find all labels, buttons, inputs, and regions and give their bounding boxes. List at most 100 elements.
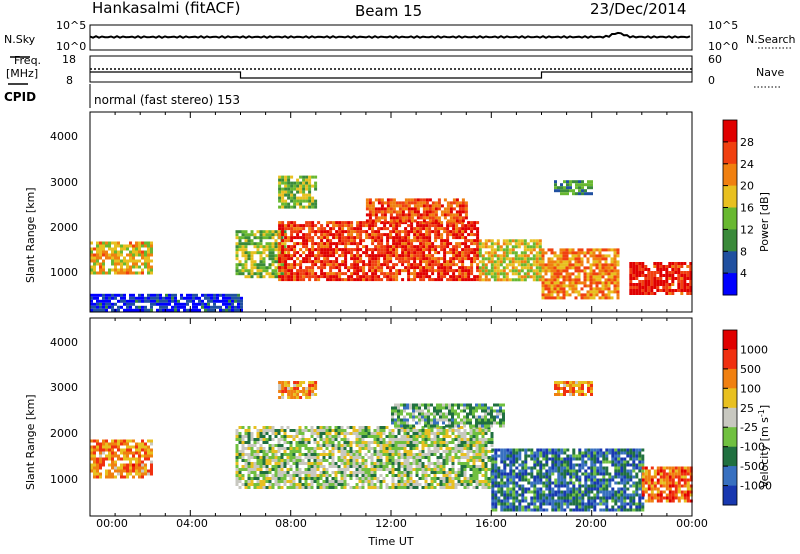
power-heat-cell: [647, 274, 651, 277]
power-heat-cell: [105, 271, 108, 275]
power-heat-cell: [452, 201, 456, 205]
power-heat-cell: [392, 210, 396, 214]
vel-heat-cell: [346, 426, 350, 429]
vel-heat-cell: [418, 429, 422, 432]
vel-heat-cell: [250, 450, 254, 453]
vel-heat-cell: [343, 456, 347, 459]
vel-heat-cell: [421, 429, 425, 432]
power-heat-cell: [371, 278, 375, 282]
power-heat-cell: [287, 193, 291, 197]
power-heat-cell: [332, 221, 336, 225]
power-heat-cell: [359, 260, 363, 264]
power-heat-cell: [138, 244, 141, 248]
vel-heat-cell: [138, 457, 141, 461]
power-heat-cell: [262, 236, 266, 240]
power-heat-cell: [329, 275, 333, 279]
power-heat-cell: [443, 242, 447, 246]
vel-heat-cell: [424, 438, 428, 441]
power-heat-cell: [338, 248, 342, 252]
power-heat-cell: [281, 260, 285, 264]
power-heat-cell: [204, 302, 207, 306]
power-heat-cell: [553, 296, 557, 300]
power-heat-cell: [395, 230, 399, 234]
vel-heat-cell: [469, 477, 473, 480]
power-heat-cell: [259, 245, 263, 249]
power-heat-cell: [383, 233, 387, 237]
vel-heat-cell: [494, 499, 498, 503]
power-heat-cell: [287, 221, 291, 225]
power-heat-cell: [598, 263, 602, 267]
vel-heat-cell: [138, 448, 141, 452]
power-heat-cell: [395, 242, 399, 246]
power-heat-cell: [305, 257, 309, 261]
power-heat-cell: [183, 302, 186, 306]
vel-heat-cell: [421, 471, 425, 474]
vel-heat-cell: [256, 435, 260, 438]
power-heat-cell: [428, 242, 432, 246]
power-heat-cell: [481, 269, 485, 273]
vel-heat-cell: [370, 471, 374, 474]
power-heat-cell: [296, 263, 300, 267]
power-heat-cell: [428, 275, 432, 279]
power-heat-cell: [117, 299, 120, 303]
power-heat-cell: [259, 257, 263, 261]
vel-heat-cell: [406, 406, 409, 410]
power-heat-cell: [449, 201, 453, 205]
power-heat-cell: [632, 262, 636, 265]
vel-heat-cell: [310, 456, 314, 459]
power-heat-cell: [311, 236, 315, 240]
power-heat-cell: [147, 253, 150, 257]
power-heat-cell: [434, 207, 438, 211]
vel-heat-cell: [126, 472, 129, 476]
power-heat-cell: [458, 227, 462, 231]
power-heat-cell: [601, 284, 605, 288]
power-heat-cell: [371, 242, 375, 246]
power-heat-cell: [526, 260, 530, 264]
power-heat-cell: [541, 260, 545, 264]
power-heat-cell: [153, 299, 156, 303]
power-heat-cell: [198, 296, 201, 300]
power-heat-cell: [419, 266, 423, 270]
vel-heat-cell: [126, 442, 129, 446]
vel-heat-cell: [379, 438, 383, 441]
power-heat-cell: [686, 283, 690, 286]
power-heat-cell: [470, 233, 474, 237]
vel-heat-cell: [367, 468, 371, 471]
power-heat-cell: [517, 260, 521, 264]
power-heat-cell: [586, 296, 590, 300]
power-heat-cell: [368, 204, 372, 208]
vel-heat-cell: [500, 499, 504, 503]
power-heat-cell: [135, 247, 138, 251]
vel-heat-cell: [509, 493, 513, 497]
vel-heat-cell: [93, 445, 96, 449]
power-heat-cell: [253, 266, 257, 270]
power-heat-cell: [305, 266, 309, 270]
vel-heat-cell: [412, 444, 416, 447]
power-heat-cell: [296, 236, 300, 240]
vel-heat-cell: [460, 403, 463, 407]
power-heat-cell: [99, 241, 102, 245]
power-heat-cell: [446, 251, 450, 255]
power-heat-cell: [308, 251, 312, 255]
vel-heat-cell: [400, 418, 403, 422]
power-heat-cell: [168, 293, 171, 297]
vel-heat-cell: [241, 465, 245, 468]
vel-heat-cell: [457, 412, 460, 416]
power-heat-cell: [386, 254, 390, 258]
vel-heat-cell: [307, 477, 311, 480]
power-heat-cell: [302, 190, 306, 194]
power-heat-cell: [278, 233, 282, 237]
vel-heat-cell: [515, 460, 519, 464]
power-heat-cell: [192, 302, 195, 306]
power-heat-cell: [422, 201, 426, 205]
power-heat-cell: [671, 271, 675, 274]
power-heat-cell: [410, 210, 414, 214]
power-heat-cell: [362, 260, 366, 264]
vel-heat-cell: [509, 478, 513, 482]
power-heat-cell: [326, 254, 330, 258]
power-heat-cell: [572, 180, 575, 184]
power-heat-cell: [311, 221, 315, 225]
power-heat-cell: [290, 263, 294, 267]
power-heat-cell: [123, 247, 126, 251]
vel-heat-cell: [451, 456, 455, 459]
